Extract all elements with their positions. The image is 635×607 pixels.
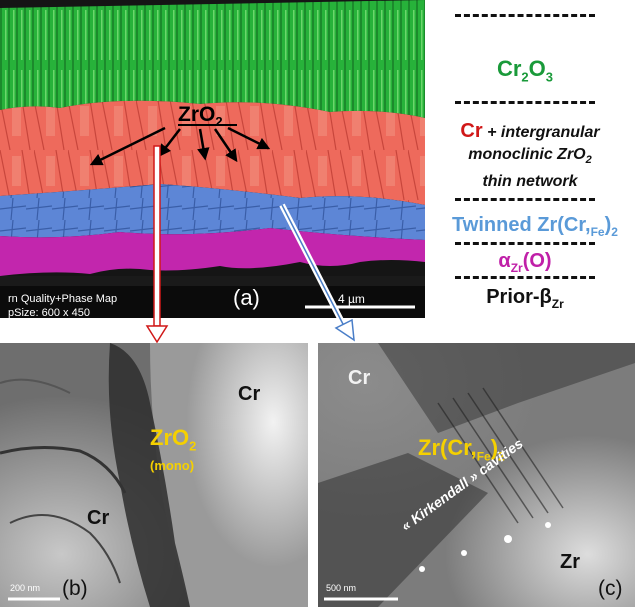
zro2-arrows <box>89 126 271 166</box>
tem-c-cr-label: Cr <box>348 367 371 389</box>
tem-panel-c: Cr Zr(Cr,Fe)2 « Kirkendall » cavities Zr… <box>318 343 635 607</box>
connector-arrows <box>145 145 355 344</box>
legend-divider <box>455 101 595 104</box>
tem-image-b <box>0 343 308 607</box>
map-scale-label: 4 µm <box>338 292 365 306</box>
legend-alpha-zr: αZr(O) <box>498 250 552 275</box>
panel-a-label: (a) <box>233 285 260 310</box>
zro2-map-label: ZrO2 <box>178 103 223 129</box>
legend-cr2o3: Cr2O3 <box>496 56 554 85</box>
red-connector-arrow <box>145 145 169 344</box>
panel-b-label: (b) <box>62 577 88 600</box>
tem-c-zr-label: Zr <box>560 551 580 573</box>
tem-b-zro2-label: ZrO2 <box>150 425 197 454</box>
tem-b-mono-label: (mono) <box>150 458 195 473</box>
legend-divider <box>455 242 595 245</box>
tem-b-scale-label: 200 nm <box>10 583 41 593</box>
blue-connector-arrow <box>279 203 355 342</box>
legend-prior-beta: Prior-βZr <box>486 286 564 311</box>
legend-twinned: Twinned Zr(Cr,Fe)2 <box>452 214 618 239</box>
tem-c-scale-label: 500 nm <box>326 583 357 593</box>
panel-c-label: (c) <box>598 577 623 600</box>
legend-divider <box>455 14 595 17</box>
phase-map-image: ZrO2 <box>0 0 425 318</box>
phase-map-panel: ZrO2 rn Quality+Phase Map pSize: 600 x 4… <box>0 0 425 318</box>
map-caption: rn Quality+Phase Map pSize: 600 x 450 <box>8 293 118 318</box>
legend-divider <box>455 276 595 279</box>
tem-panel-b: Cr ZrO2 (mono) Cr 200 nm (b) <box>0 343 308 607</box>
tem-b-cr-bottom: Cr <box>87 507 110 529</box>
tem-b-cr-top: Cr <box>238 383 261 405</box>
legend-cr-network: Cr + intergranular monoclinic ZrO2 thin … <box>460 120 600 191</box>
legend-divider <box>455 198 595 201</box>
tem-c-phase-label: Zr(Cr,Fe)2 <box>418 435 505 464</box>
tem-image-c <box>318 343 635 607</box>
